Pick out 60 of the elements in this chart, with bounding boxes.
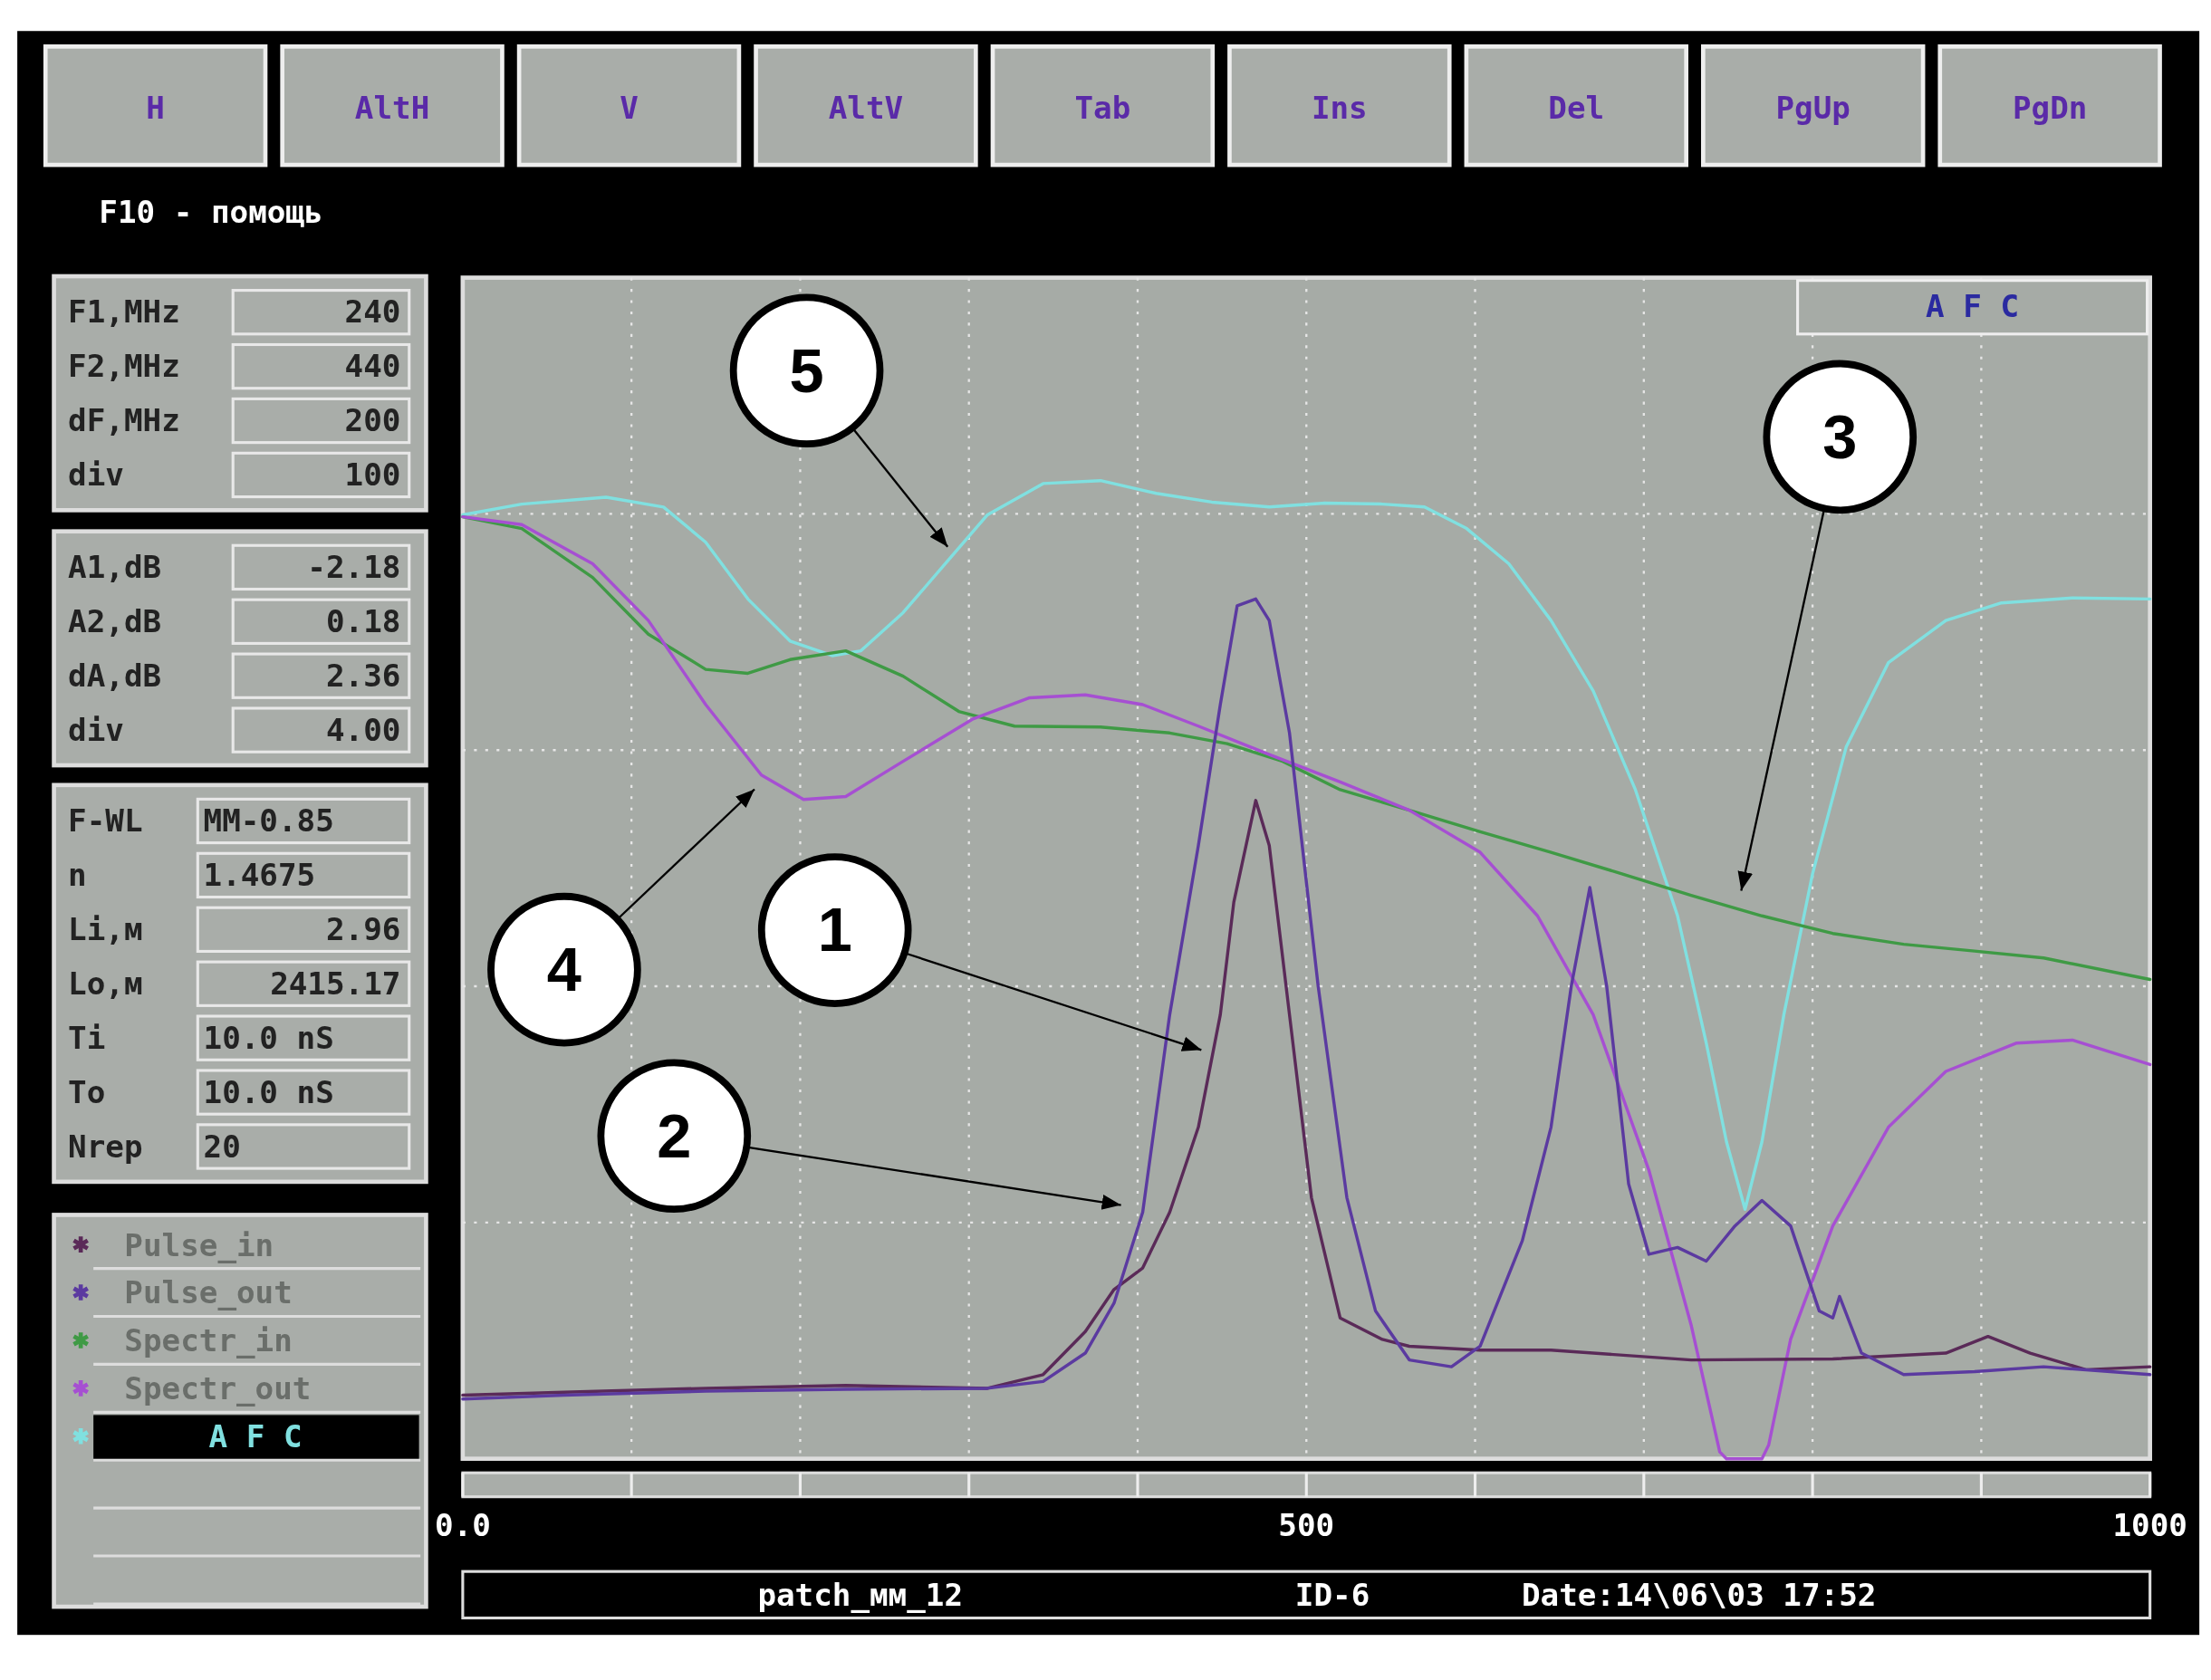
key-button: Ins <box>1227 44 1452 168</box>
value-field: MM-0.85 <box>196 797 411 845</box>
value-field: 10.0 nS <box>196 1014 411 1061</box>
text: ID-6 <box>1294 1576 1370 1613</box>
key-button: H <box>43 44 268 168</box>
text: F1,MHz <box>68 293 180 331</box>
text: div <box>68 456 124 494</box>
value-field: 440 <box>231 342 411 390</box>
key-button: AltH <box>280 44 505 168</box>
text: To <box>68 1073 106 1110</box>
value-field: -2.18 <box>231 543 411 591</box>
text: patch_мм_12 <box>757 1576 964 1613</box>
text: A1,dB <box>68 549 162 586</box>
x-tick-label: 500 <box>1278 1507 1335 1544</box>
chart-title: A F C <box>1926 288 2020 325</box>
text: dF,MHz <box>68 402 180 439</box>
value-field: 20 <box>196 1123 411 1170</box>
annotation: 2 <box>657 1100 692 1171</box>
key-button: Del <box>1464 44 1688 168</box>
value-field: 2415.17 <box>196 960 411 1007</box>
legend-label: Spectr_in <box>124 1322 293 1359</box>
text: Li,м <box>68 910 143 947</box>
text: n <box>68 857 87 894</box>
key-button: PgUp <box>1701 44 1926 168</box>
annotation: 4 <box>546 935 582 1005</box>
legend-label: Pulse_in <box>124 1226 274 1263</box>
numbered-callout: 3 <box>1737 360 1918 891</box>
annotation: 1 <box>817 895 852 965</box>
value-field: 200 <box>231 397 411 445</box>
value-field: 0.18 <box>231 598 411 645</box>
text: A F C <box>208 1418 303 1455</box>
value-field: 240 <box>231 289 411 336</box>
legend-label: Pulse_out <box>124 1274 293 1311</box>
value-field: 2.96 <box>196 906 411 953</box>
text: Lo,м <box>68 965 143 1002</box>
numbered-callout: 1 <box>757 853 1202 1051</box>
key-button: Tab <box>990 44 1216 168</box>
text: F-WL <box>68 802 143 840</box>
key-button: V <box>516 44 742 168</box>
key-button: AltV <box>754 44 978 168</box>
text: Ti <box>68 1019 106 1056</box>
text: A2,dB <box>68 602 162 639</box>
text: Nrep <box>68 1128 143 1165</box>
text: Date:14\06\03 17:52 <box>1521 1576 1877 1613</box>
key-button: PgDn <box>1937 44 2162 168</box>
x-tick-label: 0.0 <box>434 1507 491 1544</box>
value-field: 1.4675 <box>196 851 411 899</box>
text: F2,MHz <box>68 348 180 385</box>
legend-label: Spectr_out <box>124 1370 312 1407</box>
x-tick-label: 1000 <box>2112 1507 2187 1544</box>
value-field: 2.36 <box>231 652 411 699</box>
text: F10 - помощь <box>99 193 323 230</box>
value-field: 10.0 nS <box>196 1069 411 1116</box>
value-field: 4.00 <box>231 706 411 754</box>
numbered-callout: 5 <box>729 293 949 548</box>
numbered-callout: 2 <box>597 1059 1121 1214</box>
numbered-callout: 4 <box>487 788 755 1047</box>
value-field: 100 <box>231 451 411 499</box>
text: div <box>68 711 124 748</box>
text: dA,dB <box>68 657 162 694</box>
